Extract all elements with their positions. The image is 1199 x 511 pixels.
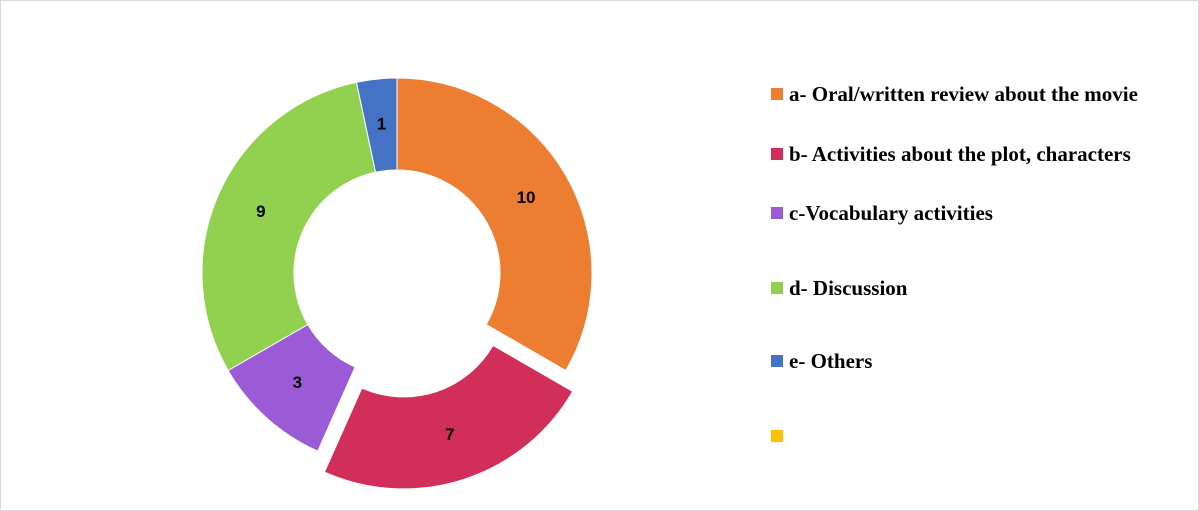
donut-slice bbox=[355, 77, 398, 173]
slice-label: 9 bbox=[256, 202, 265, 221]
legend-label: a- Oral/written review about the movie bbox=[789, 82, 1138, 106]
donut-slice bbox=[201, 81, 377, 372]
slice-label: 10 bbox=[517, 188, 536, 207]
legend-swatch bbox=[771, 430, 783, 442]
legend-item: a- Oral/written review about the movie bbox=[771, 81, 1171, 107]
legend-label: d- Discussion bbox=[789, 276, 908, 300]
legend-swatch bbox=[771, 282, 783, 294]
legend-item: d- Discussion bbox=[771, 275, 1171, 301]
donut-slice bbox=[323, 344, 574, 490]
legend-item: e- Others bbox=[771, 348, 1171, 374]
slice-label: 7 bbox=[445, 425, 454, 444]
legend-label: b- Activities about the plot, characters bbox=[789, 142, 1131, 166]
legend-swatch bbox=[771, 88, 783, 100]
legend-swatch bbox=[771, 355, 783, 367]
slice-label: 3 bbox=[293, 373, 302, 392]
legend-label: c-Vocabulary activities bbox=[789, 201, 993, 225]
slice-label: 1 bbox=[377, 114, 386, 133]
legend-item: b- Activities about the plot, characters bbox=[771, 141, 1171, 167]
legend-swatch bbox=[771, 207, 783, 219]
legend-label: e- Others bbox=[789, 349, 873, 373]
donut-slice bbox=[396, 77, 593, 372]
legend-swatch bbox=[771, 148, 783, 160]
legend-item: c-Vocabulary activities bbox=[771, 200, 1171, 226]
